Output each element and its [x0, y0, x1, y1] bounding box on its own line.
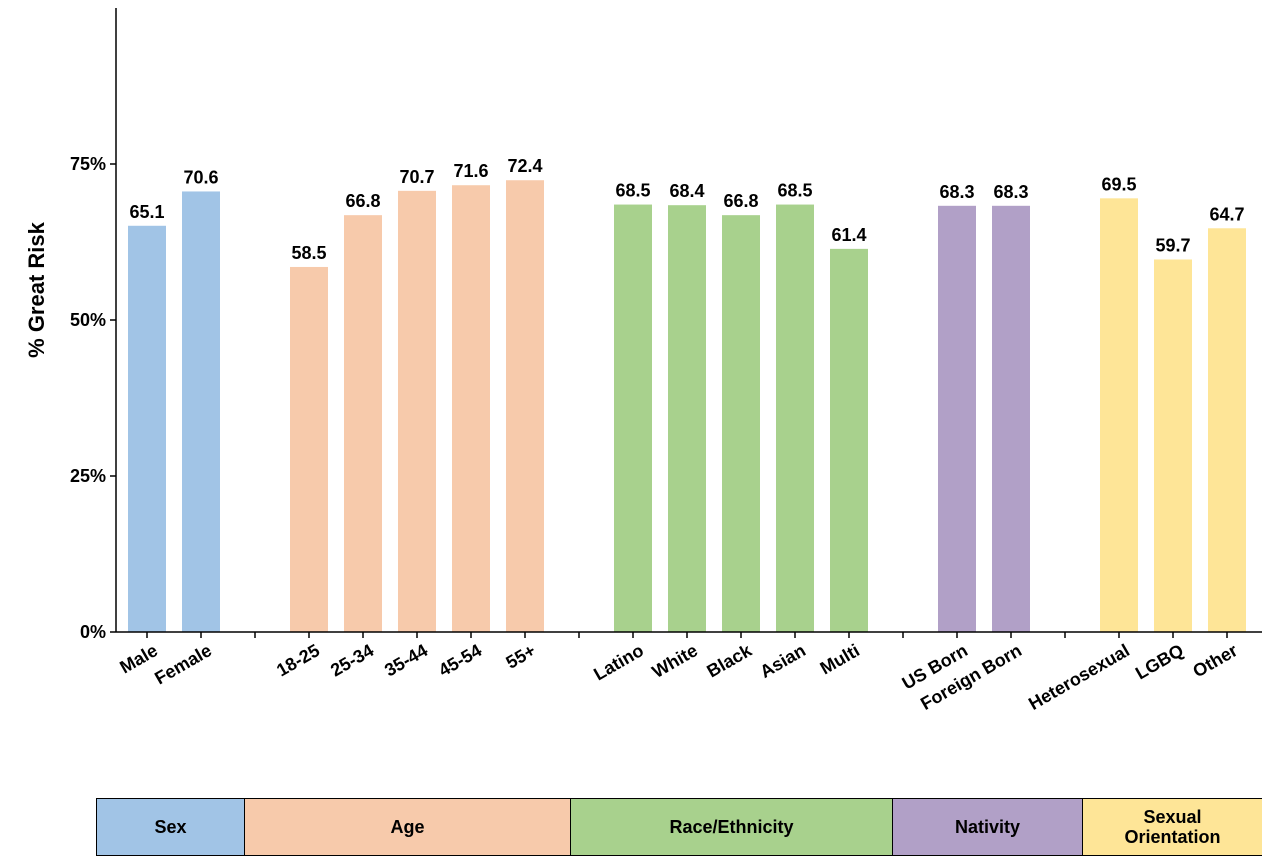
data-label-foreign-born: 68.3 [993, 182, 1028, 202]
data-label-male: 65.1 [129, 202, 164, 222]
data-label-55: 72.4 [507, 156, 542, 176]
bar-25-34 [344, 215, 382, 632]
data-label-latino: 68.5 [615, 181, 650, 201]
x-tick-label-black: Black [703, 640, 755, 682]
bars-layer: 65.1 70.6 58.5 66.8 70.7 71.6 72.4 68.5 68.4 66.8… [128, 156, 1246, 633]
bar-heterosexual [1100, 198, 1138, 632]
y-axis-label: % Great Risk [24, 221, 49, 357]
x-tick-label-18-25: 18-25 [273, 640, 323, 680]
bar-black [722, 215, 760, 632]
bar-female [182, 191, 220, 632]
bar-45-54 [452, 185, 490, 632]
bar-55 [506, 180, 544, 632]
x-tick-label-lgbq: LGBQ [1132, 640, 1187, 683]
x-tick-label-multi: Multi [817, 640, 863, 678]
bar-lgbq [1154, 259, 1192, 632]
data-label-heterosexual: 69.5 [1101, 174, 1136, 194]
data-label-multi: 61.4 [831, 225, 866, 245]
x-tick-label-55: 55+ [503, 640, 539, 673]
x-tick-label-heterosexual: Heterosexual [1025, 640, 1133, 714]
legend-cell-sex: Sex [96, 798, 245, 856]
bar-us-born [938, 205, 976, 633]
x-tick-label-latino: Latino [590, 640, 647, 684]
bar-multi [830, 248, 868, 632]
x-tick-label-25-34: 25-34 [327, 640, 377, 680]
data-label-other: 64.7 [1209, 204, 1244, 224]
y-tick-label: 0% [80, 622, 106, 642]
data-label-lgbq: 59.7 [1155, 235, 1190, 255]
group-legend-row: Sex Age Race/Ethnicity Nativity Sexual O… [96, 798, 1262, 856]
data-label-female: 70.6 [183, 167, 218, 187]
data-label-black: 66.8 [723, 191, 758, 211]
x-tick-label-35-44: 35-44 [381, 640, 431, 680]
data-label-asian: 68.5 [777, 181, 812, 201]
x-tick-label-asian: Asian [757, 640, 809, 682]
x-tick-label-white: White [649, 640, 701, 682]
data-label-18-25: 58.5 [291, 243, 326, 263]
y-ticks-layer: 0% 25% 50% 75% [70, 154, 116, 642]
x-tick-label-45-54: 45-54 [435, 640, 485, 680]
data-label-45-54: 71.6 [453, 161, 488, 181]
bar-35-44 [398, 190, 436, 632]
y-tick-label: 75% [70, 154, 106, 174]
bar-chart: 65.1 70.6 58.5 66.8 70.7 71.6 72.4 68.5 68.4 66.8… [24, 8, 1262, 714]
bar-foreign-born [992, 205, 1030, 633]
legend-cell-race-ethnicity: Race/Ethnicity [570, 798, 893, 856]
bar-asian [776, 204, 814, 632]
y-tick-label: 50% [70, 310, 106, 330]
group-legend-table: Sex Age Race/Ethnicity Nativity Sexual O… [96, 798, 1262, 856]
data-label-25-34: 66.8 [345, 191, 380, 211]
x-tick-label-female: Female [151, 640, 215, 688]
legend-cell-sexual-orientation: Sexual Orientation [1082, 798, 1262, 856]
legend-cell-age: Age [244, 798, 571, 856]
data-label-white: 68.4 [669, 181, 704, 201]
legend-cell-nativity: Nativity [892, 798, 1083, 856]
x-tick-label-other: Other [1189, 640, 1241, 681]
bar-other [1208, 228, 1246, 632]
data-label-35-44: 70.7 [399, 167, 434, 187]
data-label-us-born: 68.3 [939, 182, 974, 202]
bar-white [668, 205, 706, 632]
y-tick-label: 25% [70, 466, 106, 486]
bar-18-25 [290, 266, 328, 632]
bar-latino [614, 204, 652, 632]
bar-male [128, 225, 166, 632]
